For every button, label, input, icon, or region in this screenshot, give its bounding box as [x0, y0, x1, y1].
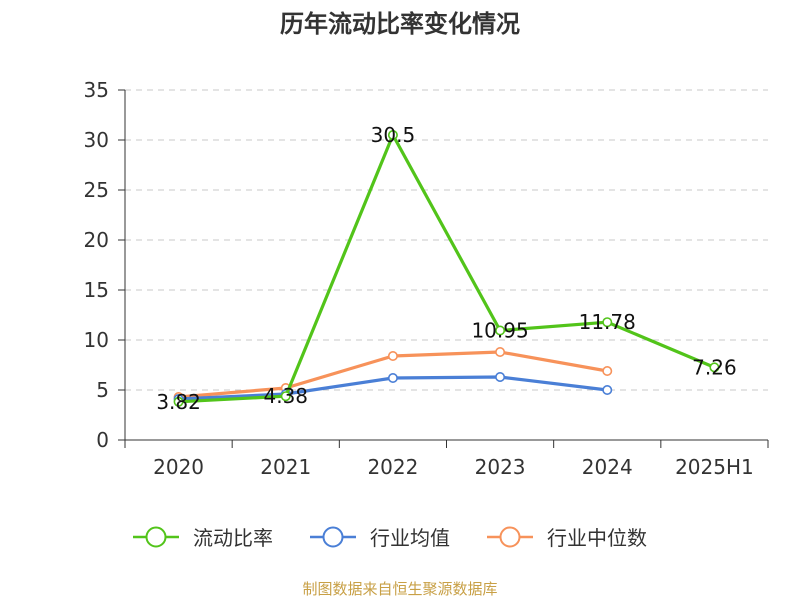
data-label: 10.95: [471, 319, 528, 343]
y-tick-label: 25: [84, 178, 109, 202]
chart-title: 历年流动比率变化情况: [280, 10, 520, 38]
y-tick-label: 10: [84, 328, 109, 352]
y-tick-label: 15: [84, 278, 109, 302]
x-tick-label: 2021: [260, 455, 311, 479]
data-point: [602, 317, 613, 328]
data-point: [173, 396, 184, 407]
data-point: [280, 391, 291, 402]
data-label: 4.38: [263, 384, 308, 408]
y-tick-label: 35: [84, 78, 109, 102]
series-lines: [173, 130, 720, 407]
axes: 0 5 10 15 20 25 30 35 2020 2021 2022 2023 2024 2025H1: [84, 78, 769, 479]
y-tick-label: 30: [84, 128, 109, 152]
y-tick-label: 5: [96, 378, 109, 402]
data-point: [495, 346, 506, 357]
data-labels: 3.82 4.38 30.5 10.95 11.78 7.26: [156, 123, 736, 414]
data-point: [495, 371, 506, 382]
data-point: [709, 362, 720, 373]
data-point: [495, 325, 506, 336]
data-label: 11.78: [579, 310, 636, 334]
legend-label: 行业均值: [370, 526, 450, 550]
grid-lines: [125, 89, 768, 391]
data-point: [387, 372, 398, 383]
y-tick-label: 0: [96, 428, 109, 452]
legend-marker: [145, 526, 167, 548]
x-tick-label: 2022: [367, 455, 418, 479]
y-tick-label: 20: [84, 228, 109, 252]
x-tick-label: 2023: [475, 455, 526, 479]
series-line: [176, 133, 717, 404]
x-tick-label: 2020: [153, 455, 204, 479]
legend: 流动比率 行业均值 行业中位数: [133, 526, 647, 550]
data-label: 3.82: [156, 390, 201, 414]
data-point: [602, 384, 613, 395]
x-tick-label: 2025H1: [675, 455, 754, 479]
data-point: [602, 365, 613, 376]
legend-label: 行业中位数: [547, 526, 647, 550]
legend-label: 流动比率: [193, 526, 273, 550]
data-point: [387, 130, 398, 141]
data-label: 7.26: [692, 355, 737, 379]
x-tick-label: 2024: [582, 455, 633, 479]
legend-marker: [499, 526, 521, 548]
source-note: 制图数据来自恒生聚源数据库: [302, 580, 497, 598]
legend-marker: [322, 526, 344, 548]
data-point: [387, 350, 398, 361]
data-label: 30.5: [371, 123, 416, 147]
